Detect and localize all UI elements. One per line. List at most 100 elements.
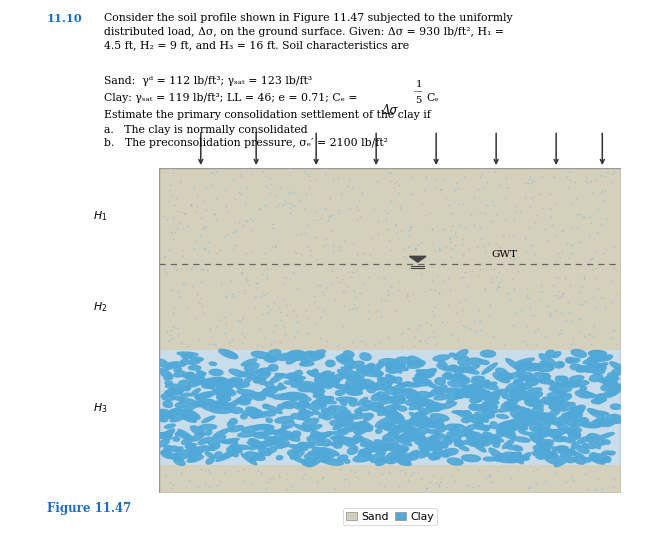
Point xyxy=(168,322,178,331)
Ellipse shape xyxy=(293,355,306,360)
Point xyxy=(386,282,396,291)
Point xyxy=(402,292,412,301)
Point xyxy=(426,321,436,329)
Point xyxy=(563,183,573,192)
Point xyxy=(343,306,354,314)
Point xyxy=(176,469,187,478)
Point xyxy=(460,296,470,304)
Ellipse shape xyxy=(514,406,521,410)
Point xyxy=(441,483,452,491)
Point xyxy=(606,298,616,306)
Point xyxy=(451,179,462,188)
Ellipse shape xyxy=(288,350,305,358)
Point xyxy=(523,293,534,302)
Ellipse shape xyxy=(342,438,358,444)
Ellipse shape xyxy=(608,381,615,386)
Ellipse shape xyxy=(574,456,586,464)
Ellipse shape xyxy=(209,443,220,450)
Point xyxy=(474,173,485,182)
Ellipse shape xyxy=(218,400,227,406)
Ellipse shape xyxy=(503,372,522,380)
Ellipse shape xyxy=(511,398,517,404)
Ellipse shape xyxy=(227,422,234,429)
Point xyxy=(268,299,279,308)
Point xyxy=(475,265,486,273)
Ellipse shape xyxy=(514,394,533,399)
Point xyxy=(593,205,603,213)
Ellipse shape xyxy=(259,378,266,385)
Ellipse shape xyxy=(519,421,533,427)
Point xyxy=(344,479,354,488)
Point xyxy=(471,327,481,335)
Point xyxy=(357,188,367,197)
Point xyxy=(609,326,619,335)
Point xyxy=(315,334,325,343)
Point xyxy=(319,204,330,213)
Ellipse shape xyxy=(291,414,307,419)
Ellipse shape xyxy=(603,440,610,444)
Ellipse shape xyxy=(197,380,219,385)
Ellipse shape xyxy=(410,382,432,386)
Ellipse shape xyxy=(190,377,200,383)
Ellipse shape xyxy=(237,390,256,395)
Point xyxy=(399,252,410,260)
Ellipse shape xyxy=(333,442,342,448)
Ellipse shape xyxy=(361,442,367,447)
Ellipse shape xyxy=(199,392,211,398)
Ellipse shape xyxy=(519,453,531,462)
Ellipse shape xyxy=(434,449,442,455)
Ellipse shape xyxy=(506,418,528,425)
Point xyxy=(445,234,455,243)
Point xyxy=(274,200,285,208)
Ellipse shape xyxy=(229,418,237,425)
Point xyxy=(424,208,434,217)
Text: Clay: γₛₐₜ = 119 lb/ft³; LL = 46; e = 0.71; Cₑ =: Clay: γₛₐₜ = 119 lb/ft³; LL = 46; e = 0.… xyxy=(104,93,358,103)
Point xyxy=(409,342,419,350)
Ellipse shape xyxy=(346,378,360,386)
Ellipse shape xyxy=(242,408,255,416)
Ellipse shape xyxy=(274,430,287,435)
Ellipse shape xyxy=(476,386,486,393)
Ellipse shape xyxy=(597,379,618,386)
Point xyxy=(493,268,504,277)
Point xyxy=(324,193,335,202)
Ellipse shape xyxy=(454,424,466,431)
Ellipse shape xyxy=(587,362,606,370)
Ellipse shape xyxy=(374,402,385,410)
Ellipse shape xyxy=(245,452,265,461)
Ellipse shape xyxy=(557,423,571,433)
Point xyxy=(454,297,464,306)
Point xyxy=(300,306,311,315)
Ellipse shape xyxy=(518,430,529,435)
Point xyxy=(535,190,545,198)
Ellipse shape xyxy=(466,358,484,365)
Point xyxy=(380,206,391,215)
Ellipse shape xyxy=(268,446,277,453)
Point xyxy=(517,337,528,345)
Ellipse shape xyxy=(362,400,374,407)
Point xyxy=(591,175,601,184)
Point xyxy=(186,201,196,209)
Ellipse shape xyxy=(380,445,389,451)
Ellipse shape xyxy=(534,423,542,430)
Ellipse shape xyxy=(328,442,345,445)
Point xyxy=(360,340,370,348)
Point xyxy=(211,322,222,330)
Ellipse shape xyxy=(214,388,233,394)
Point xyxy=(263,478,273,487)
Point xyxy=(523,223,534,231)
Ellipse shape xyxy=(542,451,552,458)
Ellipse shape xyxy=(424,370,435,376)
Point xyxy=(562,171,572,180)
Ellipse shape xyxy=(594,398,606,402)
Point xyxy=(478,234,488,243)
Ellipse shape xyxy=(413,417,434,426)
Ellipse shape xyxy=(412,412,425,421)
Ellipse shape xyxy=(582,392,588,397)
Point xyxy=(332,208,343,217)
Point xyxy=(246,247,256,255)
Point xyxy=(555,308,566,316)
Ellipse shape xyxy=(241,454,257,465)
Ellipse shape xyxy=(252,351,270,358)
Ellipse shape xyxy=(185,410,200,419)
